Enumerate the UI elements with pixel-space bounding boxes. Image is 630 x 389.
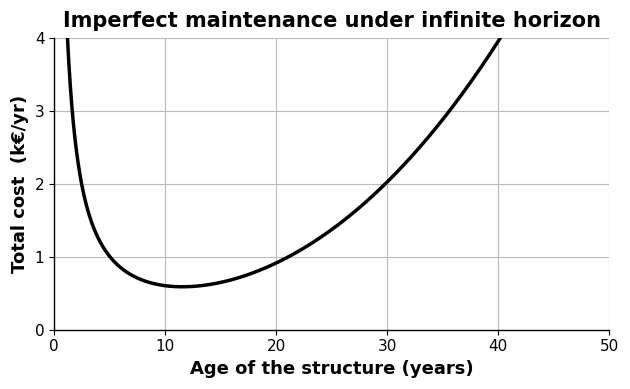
X-axis label: Age of the structure (years): Age of the structure (years) (190, 360, 474, 378)
Title: Imperfect maintenance under infinite horizon: Imperfect maintenance under infinite hor… (63, 11, 600, 31)
Y-axis label: Total cost  (k€/yr): Total cost (k€/yr) (11, 95, 29, 273)
